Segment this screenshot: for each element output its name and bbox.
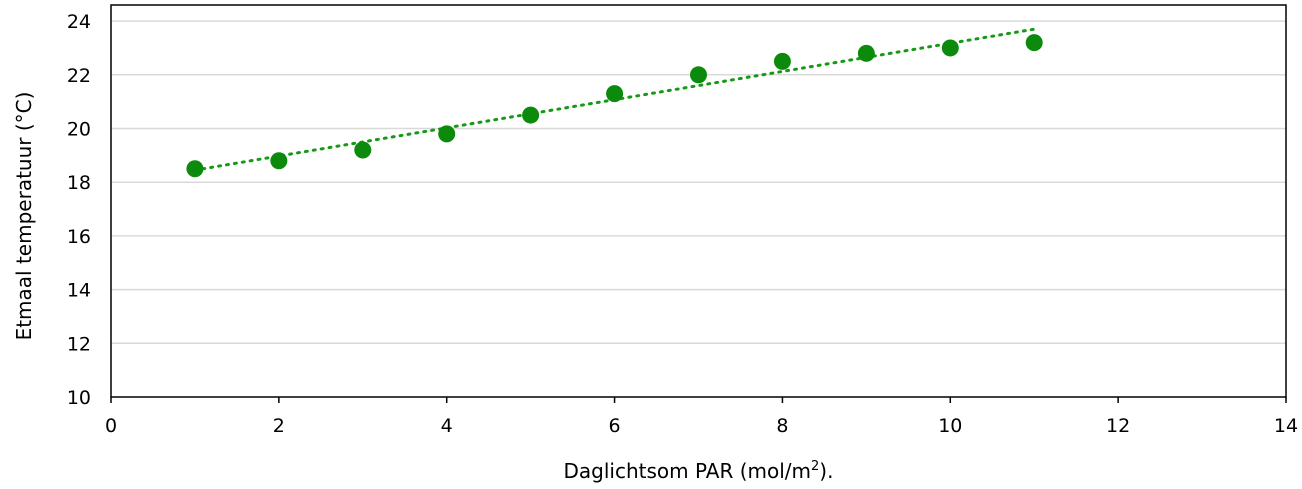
x-tick-label-12: 12 bbox=[1106, 415, 1130, 437]
data-points bbox=[186, 34, 1043, 178]
x-tick-label-8: 8 bbox=[776, 415, 788, 437]
y-tick-label-18: 18 bbox=[67, 172, 91, 194]
plot-area-frame bbox=[110, 4, 1287, 398]
data-point-8 bbox=[773, 52, 791, 70]
x-axis-title-main: Daglichtsom PAR (mol/m bbox=[564, 459, 812, 483]
data-point-1 bbox=[186, 160, 204, 178]
y-tick-label-16: 16 bbox=[67, 226, 91, 248]
y-tick-labels: 10 12 14 16 18 20 22 24 bbox=[67, 11, 91, 409]
y-tick-label-14: 14 bbox=[67, 280, 91, 302]
x-tick-labels: 0 2 4 6 8 10 12 14 bbox=[105, 397, 1298, 437]
y-axis-title: Etmaal temperatuur (°C) bbox=[12, 92, 36, 341]
x-tick-label-0: 0 bbox=[105, 415, 117, 437]
data-point-3 bbox=[354, 141, 372, 159]
y-tick-label-12: 12 bbox=[67, 333, 91, 355]
data-point-11 bbox=[1025, 34, 1043, 52]
x-tick-label-4: 4 bbox=[441, 415, 453, 437]
x-axis-title-superscript: 2 bbox=[811, 459, 819, 474]
y-tick-label-10: 10 bbox=[67, 387, 91, 409]
data-point-2 bbox=[270, 152, 288, 170]
x-axis-title-end: ). bbox=[819, 459, 833, 483]
x-tick-label-2: 2 bbox=[273, 415, 285, 437]
x-tick-label-6: 6 bbox=[609, 415, 621, 437]
x-axis-title: Daglichtsom PAR (mol/m2). bbox=[564, 459, 834, 483]
x-tick-label-14: 14 bbox=[1274, 415, 1298, 437]
y-tick-label-24: 24 bbox=[67, 11, 91, 33]
x-tick-label-10: 10 bbox=[938, 415, 962, 437]
data-point-10 bbox=[941, 39, 959, 57]
y-tick-label-22: 22 bbox=[67, 65, 91, 87]
data-point-7 bbox=[690, 66, 707, 84]
data-point-5 bbox=[522, 106, 540, 124]
data-point-9 bbox=[857, 44, 875, 62]
data-point-4 bbox=[438, 125, 456, 143]
data-point-6 bbox=[606, 85, 624, 103]
y-tick-label-20: 20 bbox=[67, 119, 91, 141]
